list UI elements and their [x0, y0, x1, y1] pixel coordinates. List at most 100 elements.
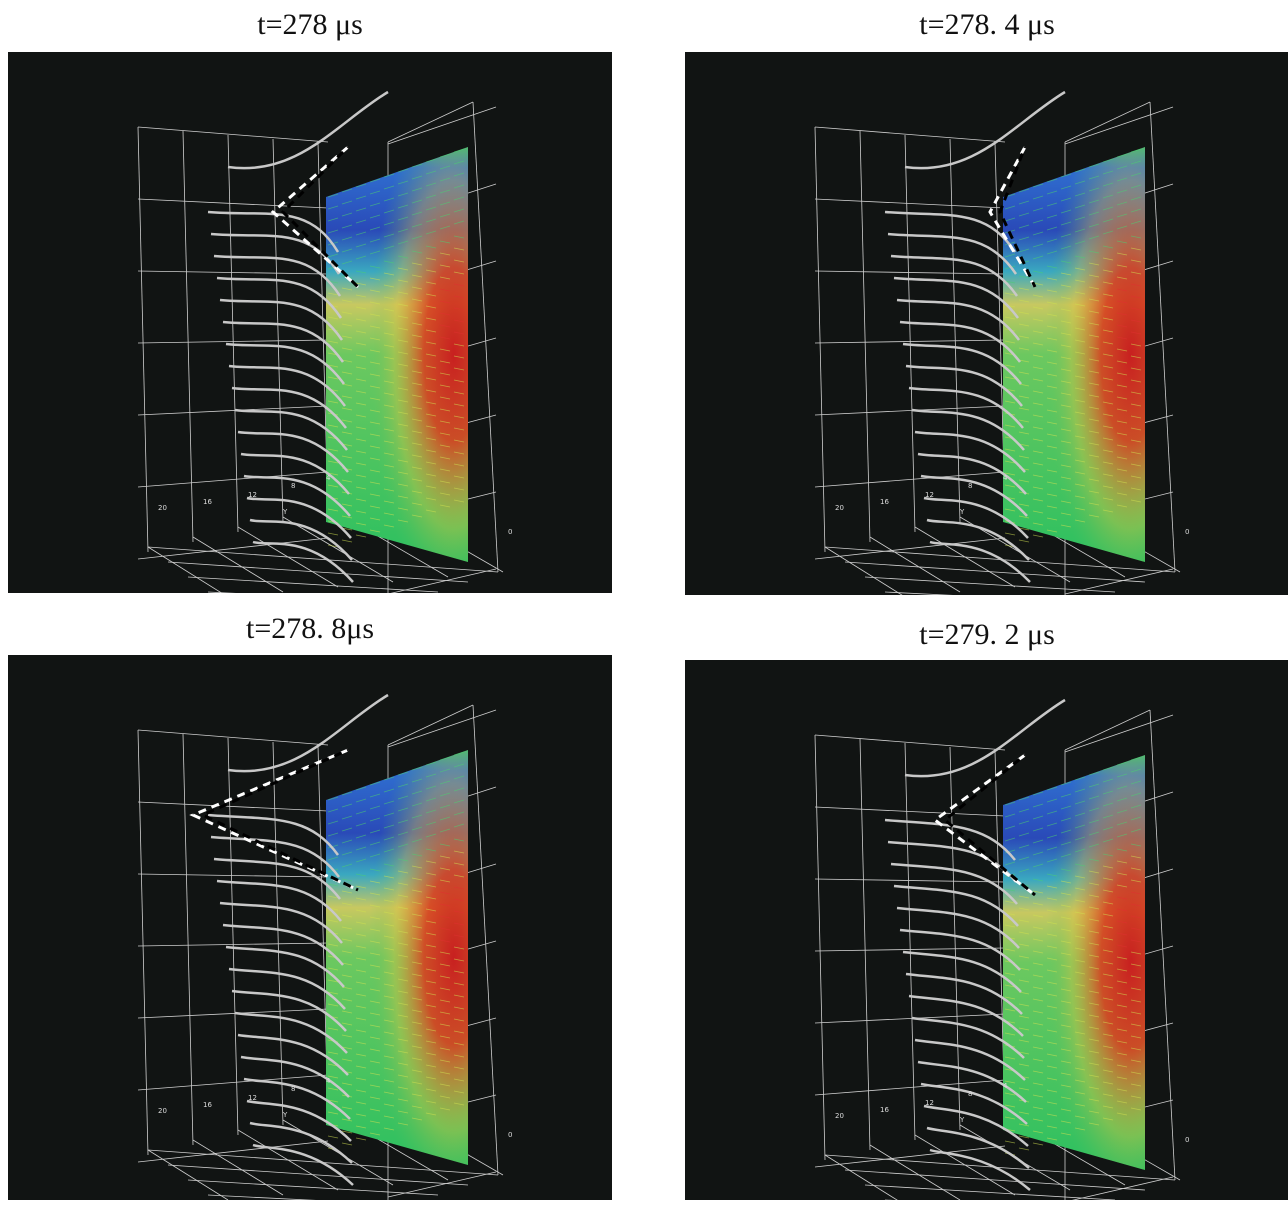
vector-arrow	[1032, 1094, 1044, 1098]
vector-arrow	[1074, 911, 1086, 915]
vector-arrow	[1074, 180, 1086, 185]
vector-arrow	[1018, 1147, 1030, 1151]
vector-arrow	[411, 382, 423, 386]
vector-arrow	[1046, 921, 1058, 925]
vector-arrow	[397, 483, 409, 487]
vector-arrow	[369, 817, 381, 822]
streamline	[920, 1082, 1028, 1125]
vector-arrow	[439, 1083, 451, 1087]
vector-arrow	[439, 444, 451, 448]
vector-arrow	[1102, 389, 1114, 393]
vector-arrow	[397, 168, 409, 173]
vector-arrow	[1116, 420, 1128, 424]
vector-arrow	[1102, 437, 1114, 441]
vector-arrow	[383, 284, 395, 288]
axis-label: 20	[158, 1107, 167, 1115]
vector-arrow	[1046, 421, 1058, 425]
vector-arrow	[439, 1107, 451, 1111]
vector-arrow	[383, 392, 395, 396]
grid-line	[387, 568, 497, 595]
vector-arrow	[397, 990, 409, 994]
vector-arrow	[1032, 231, 1044, 236]
axis-label: 12	[925, 1099, 934, 1107]
vector-arrow	[397, 906, 409, 910]
vector-arrow	[327, 856, 339, 861]
streamline	[216, 879, 342, 922]
panel: 20 16 12 8 Y 4 0	[685, 52, 1288, 603]
vector-arrow	[1130, 939, 1142, 943]
vector-arrow	[1046, 190, 1058, 195]
vector-arrow	[1018, 1027, 1030, 1031]
vector-arrow	[397, 783, 409, 788]
vector-arrow	[1116, 896, 1128, 900]
vector-arrow	[439, 432, 451, 436]
vector-arrow	[397, 519, 409, 523]
vector-arrow	[1102, 1093, 1114, 1097]
grid-line	[814, 734, 1006, 751]
grid-line	[1064, 714, 1174, 753]
vector-arrow	[355, 354, 367, 358]
vector-arrow	[1088, 843, 1100, 848]
vector-arrow	[1116, 408, 1128, 412]
front-line	[280, 145, 360, 289]
vector-arrow	[1130, 487, 1142, 491]
vector-arrow	[341, 200, 353, 205]
vector-arrow	[355, 243, 367, 248]
vector-arrow	[355, 255, 367, 260]
vector-arrow	[1074, 192, 1086, 197]
vector-arrow	[1074, 327, 1086, 331]
vector-arrow	[1116, 492, 1128, 496]
vector-arrow	[327, 808, 339, 813]
vector-arrow	[383, 440, 395, 444]
vector-arrow	[1004, 340, 1016, 344]
vector-arrow	[327, 400, 339, 404]
vector-arrow	[383, 812, 395, 817]
grid-line	[814, 1013, 1006, 1024]
vector-arrow	[1130, 1059, 1142, 1063]
vector-arrow	[1060, 1000, 1072, 1004]
vector-arrow	[411, 985, 423, 989]
vector-arrow	[1046, 277, 1058, 281]
vector-arrow	[341, 1046, 353, 1050]
vector-arrow	[1102, 305, 1114, 309]
vector-arrow	[1074, 351, 1086, 355]
vector-arrow	[397, 459, 409, 463]
vector-arrow	[327, 1075, 339, 1079]
vector-arrow	[1060, 476, 1072, 480]
vector-arrow	[369, 226, 381, 231]
vector-arrow	[341, 224, 353, 229]
vector-arrow	[1018, 200, 1030, 205]
vector-arrow	[1004, 400, 1016, 404]
vector-arrow	[383, 344, 395, 348]
vector-arrow	[1088, 807, 1100, 812]
vector-arrow	[397, 771, 409, 776]
vector-arrow	[425, 449, 437, 453]
vector-arrow	[1102, 826, 1114, 831]
vector-arrow	[369, 178, 381, 183]
vector-arrow	[411, 913, 423, 917]
vector-arrow	[1004, 217, 1016, 222]
vector-arrow	[439, 780, 451, 785]
vector-arrow	[1116, 444, 1128, 448]
grid-line	[192, 1139, 284, 1196]
vector-arrow	[1046, 238, 1058, 243]
axis-label: 4	[326, 474, 331, 482]
vector-arrow	[439, 300, 451, 304]
vector-arrow	[397, 339, 409, 343]
vector-arrow	[1088, 1050, 1100, 1054]
vector-arrow	[439, 312, 451, 316]
vector-arrow	[355, 1077, 367, 1081]
vector-arrow	[1116, 336, 1128, 340]
axis-label: 4	[326, 1077, 331, 1085]
vector-arrow	[341, 878, 353, 882]
vector-arrow	[397, 447, 409, 451]
vector-arrow	[1074, 812, 1086, 817]
vector-arrow	[1004, 1140, 1016, 1144]
vector-arrow	[1130, 843, 1142, 847]
vector-arrow	[1074, 411, 1086, 415]
grid-line	[824, 1154, 906, 1205]
vector-arrow	[383, 209, 395, 214]
vector-arrow	[1046, 325, 1058, 329]
vector-arrow	[425, 908, 437, 912]
